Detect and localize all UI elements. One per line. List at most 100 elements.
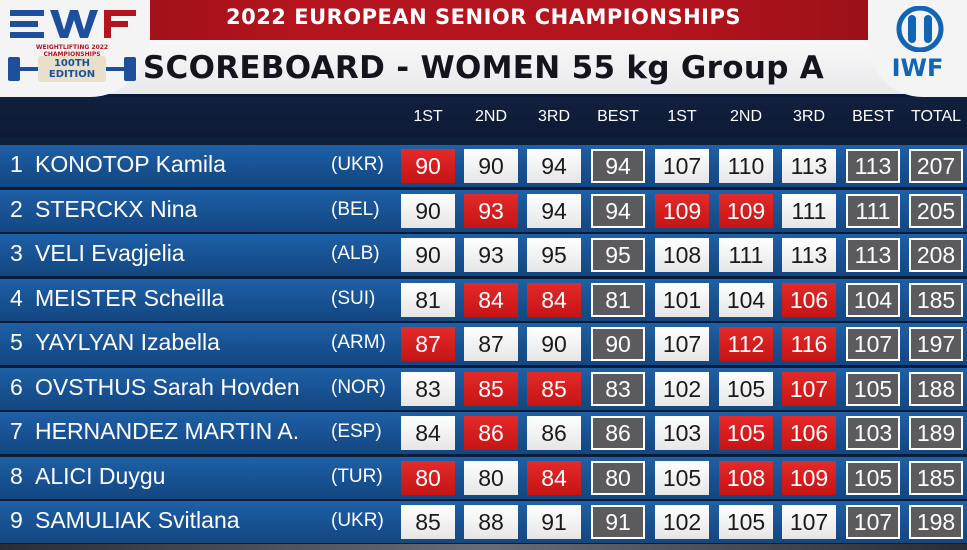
lift-attempt-cell: 91: [527, 505, 581, 539]
column-header-band: [0, 97, 967, 137]
lift-attempt-cell: 88: [464, 505, 518, 539]
lift-attempt-cell: 111: [782, 193, 836, 228]
lift-attempt-cell: 110: [719, 149, 773, 183]
header-red-band: [0, 0, 967, 40]
best-lift-cell: 104: [846, 282, 900, 317]
best-lift-cell: 105: [846, 371, 900, 406]
athlete-name: KONOTOP Kamila: [35, 151, 226, 177]
country-code: (ARM): [331, 332, 386, 353]
column-header: 2ND: [474, 108, 507, 125]
row-divider: [0, 231, 967, 234]
country-code: (TUR): [331, 465, 383, 487]
lift-attempt-cell: 85: [464, 371, 518, 406]
country-code: (NOR): [331, 376, 386, 398]
lift-attempt-cell: 85: [527, 371, 581, 406]
header-divider: [0, 94, 967, 97]
championship-title: 2022 EUROPEAN SENIOR CHAMPIONSHIPS: [225, 5, 742, 29]
row-divider: [0, 320, 967, 323]
lift-attempt-cell: 108: [655, 238, 709, 272]
best-lift-cell: 83: [591, 371, 645, 406]
lift-attempt-cell: 84: [527, 460, 581, 495]
iwf-logo-text: IWF: [891, 54, 944, 82]
scoreboard-header: 2022 EUROPEAN SENIOR CHAMPIONSHIPS SCORE…: [0, 0, 967, 97]
table-row: 5 YAYLYAN Izabella (ARM) 87 87 90 90 107 112 116 1…: [0, 323, 967, 367]
best-lift-cell: 94: [591, 193, 645, 228]
best-lift-cell: 94: [591, 149, 645, 183]
rank-number: 4: [10, 284, 23, 311]
country-code: (BEL): [331, 198, 380, 220]
column-header: 1ST: [667, 108, 697, 125]
column-header: 1ST: [413, 108, 443, 125]
athlete-name: ALICI Duygu: [35, 462, 166, 489]
lift-attempt-cell: 90: [527, 327, 581, 361]
rank-number: 6: [10, 373, 23, 400]
best-lift-cell: 90: [591, 327, 645, 361]
table-row: 1 KONOTOP Kamila (UKR) 90 90 94 94 107 110 113 113…: [0, 145, 967, 189]
country-code: (ALB): [331, 243, 380, 264]
country-code: (ESP): [331, 421, 382, 442]
column-header: 3RD: [537, 108, 570, 125]
column-header: BEST: [852, 108, 894, 125]
lift-attempt-cell: 105: [719, 505, 773, 539]
total-cell: 188: [909, 371, 963, 406]
lift-attempt-cell: 109: [782, 460, 836, 495]
best-lift-cell: 91: [591, 505, 645, 539]
rank-number: 2: [10, 195, 23, 222]
athlete-name: SAMULIAK Svitlana: [35, 507, 240, 533]
best-lift-cell: 86: [591, 416, 645, 450]
best-lift-cell: 95: [591, 238, 645, 272]
lift-attempt-cell: 85: [401, 505, 455, 539]
ewf-logo: WEIGHTLIFTING 2022 CHAMPIONSHIPS 100TH E…: [0, 0, 150, 97]
lift-attempt-cell: 103: [655, 416, 709, 450]
header-white-band: [0, 40, 967, 97]
lift-attempt-cell: 101: [655, 282, 709, 317]
column-header: BEST: [597, 108, 639, 125]
lift-attempt-cell: 116: [782, 327, 836, 361]
lift-attempt-cell: 86: [464, 416, 518, 450]
lift-attempt-cell: 93: [464, 193, 518, 228]
rank-number: 5: [10, 329, 23, 355]
footer-strip: [0, 544, 967, 550]
lift-attempt-cell: 102: [655, 505, 709, 539]
row-divider: [0, 498, 967, 501]
rank-number: 1: [10, 151, 23, 177]
lift-attempt-cell: 108: [719, 460, 773, 495]
table-row: 2 STERCKX Nina (BEL) 90 93 94 94 109 109 111 111 20…: [0, 189, 967, 234]
row-divider: [0, 454, 967, 456]
lift-attempt-cell: 90: [401, 238, 455, 272]
total-cell: 198: [909, 505, 963, 539]
lift-attempt-cell: 84: [527, 282, 581, 317]
lift-attempt-cell: 93: [464, 238, 518, 272]
lift-attempt-cell: 90: [401, 149, 455, 183]
table-row: 8 ALICI Duygu (TUR) 80 80 84 80 105 108 109 105 185: [0, 456, 967, 501]
iwf-logo: IWF: [868, 0, 967, 97]
country-code: (SUI): [331, 287, 376, 309]
iwf-rings-icon: [896, 6, 944, 52]
athlete-name: MEISTER Scheilla: [35, 284, 225, 311]
lift-attempt-cell: 107: [655, 149, 709, 183]
lift-attempt-cell: 104: [719, 282, 773, 317]
lift-attempt-cell: 95: [527, 238, 581, 272]
lift-attempt-cell: 86: [527, 416, 581, 450]
lift-attempt-cell: 107: [782, 371, 836, 406]
barbell-icon: [8, 56, 136, 82]
row-divider: [0, 365, 967, 367]
lift-attempt-cell: 80: [464, 460, 518, 495]
lift-attempt-cell: 109: [655, 193, 709, 228]
lift-attempt-cell: 87: [401, 327, 455, 361]
lift-attempt-cell: 90: [401, 193, 455, 228]
country-code: (UKR): [331, 154, 384, 175]
total-cell: 197: [909, 327, 963, 361]
total-cell: 185: [909, 460, 963, 495]
column-header: 2ND: [729, 108, 762, 125]
athlete-name: VELI Evagjelia: [35, 240, 185, 266]
table-row: 7 HERNANDEZ MARTIN A. (ESP) 84 86 86 86 103 105 1…: [0, 412, 967, 456]
best-lift-cell: 111: [846, 193, 900, 228]
best-lift-cell: 105: [846, 460, 900, 495]
best-lift-cell: 113: [846, 149, 900, 183]
total-cell: 208: [909, 238, 963, 272]
lift-attempt-cell: 105: [719, 371, 773, 406]
total-cell: 205: [909, 193, 963, 228]
row-divider: [0, 187, 967, 189]
lift-attempt-cell: 80: [401, 460, 455, 495]
